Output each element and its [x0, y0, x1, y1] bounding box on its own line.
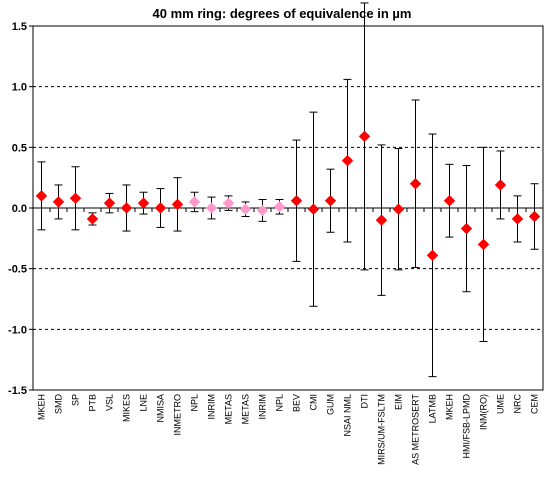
data-point — [460, 222, 473, 235]
y-tick-label: -0.5 — [8, 264, 27, 276]
x-tick-label: CMI — [309, 394, 319, 411]
x-tick-label: MIKES — [122, 394, 132, 422]
x-tick-label: EIM — [394, 394, 404, 410]
data-point — [477, 238, 490, 251]
data-point — [273, 201, 286, 213]
x-axis: MKEH SMD SP PTB VSL MIKES LNE NMISA INMETRO NPL IN… — [32, 207, 544, 465]
y-tick-label: 1.0 — [12, 82, 27, 94]
x-tick-label: VSL — [105, 394, 115, 411]
x-tick-label: UME — [496, 394, 506, 414]
x-tick-label: GUM — [326, 394, 336, 415]
y-axis: 1.5 1.0 0.5 0.0 -0.5 -1.0 -1.5 — [8, 21, 33, 397]
x-tick-label: INMETRO — [173, 394, 183, 436]
data-point — [528, 210, 541, 223]
x-tick-label: SP — [71, 394, 81, 406]
x-tick-label: SMD — [54, 394, 64, 415]
data-point — [426, 249, 439, 262]
x-tick-label: LNE — [139, 394, 149, 412]
x-tick-label: NRC — [513, 394, 523, 414]
data-point — [205, 202, 218, 214]
data-point — [120, 202, 133, 214]
x-tick-label: NPL — [275, 394, 285, 412]
data-points — [35, 130, 541, 262]
data-point — [103, 197, 116, 209]
data-point — [290, 195, 303, 207]
data-point — [137, 197, 150, 209]
x-tick-label: MKEH — [37, 394, 47, 420]
x-tick-label: DTI — [360, 394, 370, 409]
x-tick-label: INM(RO) — [479, 394, 489, 430]
data-point — [188, 196, 201, 208]
chart-title: 40 mm ring: degrees of equivalence in µm — [153, 6, 412, 21]
x-tick-label: INRIM — [207, 394, 217, 420]
data-point — [443, 195, 456, 207]
data-point — [222, 197, 235, 209]
x-tick-label: METAS — [224, 394, 234, 424]
x-tick-label: NMISA — [156, 394, 166, 423]
y-tick-label: 1.5 — [12, 21, 27, 33]
data-point — [256, 204, 269, 217]
x-tick-label: PTB — [88, 394, 98, 412]
x-tick-label: NPL — [190, 394, 200, 412]
y-tick-label: -1.5 — [8, 385, 27, 397]
y-tick-label: 0.0 — [12, 203, 27, 215]
data-point — [154, 202, 167, 214]
data-point — [86, 213, 99, 225]
data-point — [392, 203, 405, 215]
x-tick-label: CEM — [530, 394, 540, 414]
data-point — [358, 130, 371, 143]
data-point — [171, 198, 184, 211]
data-point — [375, 214, 388, 226]
x-tick-label: NSAI NML — [343, 394, 353, 437]
data-point — [494, 179, 507, 191]
y-tick-label: -1.0 — [8, 324, 27, 336]
x-tick-label: BEV — [292, 394, 302, 412]
data-point — [52, 196, 65, 208]
data-point — [35, 190, 48, 202]
data-point — [307, 203, 320, 215]
data-point — [409, 178, 422, 190]
x-tick-label: HMI/FSB-LPMD — [462, 394, 472, 459]
x-tick-label: INRIM — [258, 394, 268, 420]
data-point — [511, 213, 524, 225]
data-point — [324, 195, 337, 207]
y-tick-label: 0.5 — [12, 142, 27, 154]
x-tick-label: MIRS/UM-FSLTM — [377, 394, 387, 465]
x-tick-label: LATMB — [428, 394, 438, 423]
data-point — [69, 192, 82, 205]
data-point — [239, 203, 252, 215]
data-point — [341, 154, 354, 167]
x-tick-label: METAS — [241, 394, 251, 424]
x-tick-label: MKEH — [445, 394, 455, 420]
x-tick-label: AS METROSERT — [411, 394, 421, 465]
